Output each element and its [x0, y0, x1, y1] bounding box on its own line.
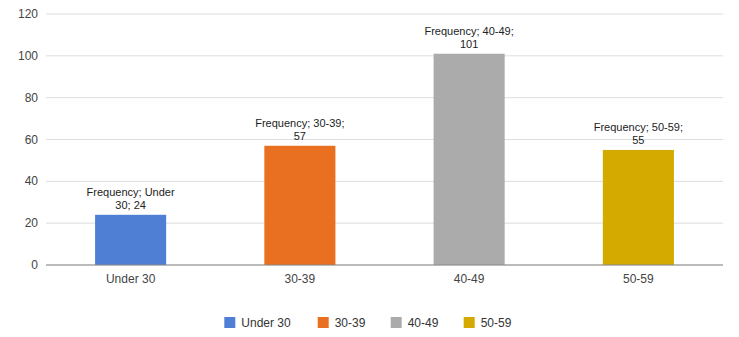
- data-label: Frequency; 50-59;55: [594, 121, 683, 146]
- bar: [434, 54, 505, 265]
- bar: [95, 215, 166, 265]
- chart: 0 20 40 60 80 100 120 Under 30 30-39 40-49 50-59 Fr…: [0, 0, 739, 337]
- y-tick-label: 120: [18, 7, 38, 21]
- grid-line: [46, 97, 723, 98]
- x-axis-line: [46, 265, 723, 266]
- data-label: Frequency; 40-49;101: [424, 25, 513, 50]
- x-tick-label: 50-59: [623, 272, 654, 286]
- x-tick-label: 30-39: [285, 272, 316, 286]
- legend-label: 50-59: [481, 316, 512, 330]
- legend-swatch: [224, 317, 235, 328]
- y-tick-label: 40: [25, 174, 39, 188]
- x-tick-label: 40-49: [454, 272, 485, 286]
- bars: [95, 54, 674, 265]
- legend-swatch: [318, 317, 329, 328]
- y-tick-label: 80: [25, 91, 39, 105]
- bar: [603, 150, 674, 265]
- data-labels: Frequency; Under30; 24 Frequency; 30-39;5…: [87, 25, 683, 211]
- grid-line: [46, 265, 723, 266]
- y-tick-label: 0: [31, 258, 38, 272]
- legend-swatch: [464, 317, 475, 328]
- chart-container: 0 20 40 60 80 100 120 Under 30 30-39 40-49 50-59 Fr…: [0, 0, 739, 337]
- y-axis: 0 20 40 60 80 100 120: [18, 7, 723, 272]
- grid-line: [46, 14, 723, 15]
- data-label: Frequency; Under30; 24: [87, 186, 175, 211]
- data-label: Frequency; 30-39;57: [255, 117, 344, 142]
- y-tick-label: 20: [25, 216, 39, 230]
- legend: Under 30 30-39 40-49 50-59: [224, 316, 511, 330]
- y-tick-label: 60: [25, 133, 39, 147]
- legend-label: Under 30: [241, 316, 291, 330]
- y-tick-label: 100: [18, 49, 38, 63]
- grid-line: [46, 139, 723, 140]
- x-tick-label: Under 30: [106, 272, 156, 286]
- grid-line: [46, 55, 723, 56]
- bar: [264, 146, 335, 265]
- legend-label: 40-49: [408, 316, 439, 330]
- legend-label: 30-39: [335, 316, 366, 330]
- legend-swatch: [391, 317, 402, 328]
- x-axis: Under 30 30-39 40-49 50-59: [106, 272, 654, 286]
